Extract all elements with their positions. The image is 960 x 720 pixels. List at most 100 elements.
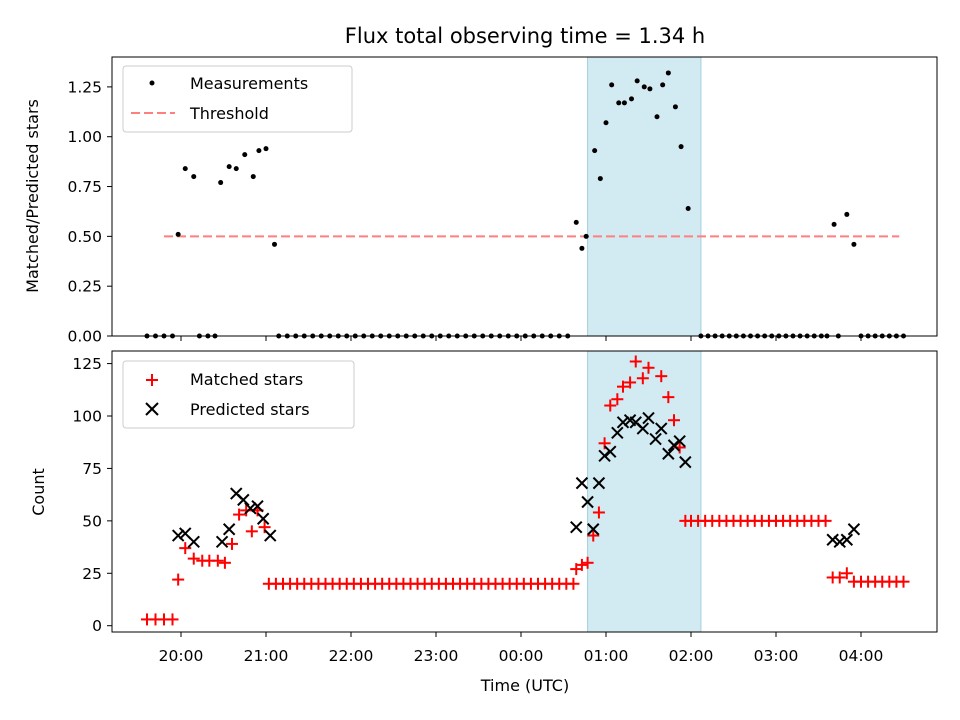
measurement-point [218, 180, 224, 186]
matched-star-point [211, 554, 224, 567]
y-tick-label: 100 [72, 408, 102, 426]
predicted-star-point [826, 533, 839, 546]
matched-star-point [897, 575, 910, 588]
matched-star-point [575, 558, 588, 571]
matched-star-point [587, 529, 600, 542]
legend-predicted-marker [145, 402, 159, 416]
predicted-star-point [642, 411, 655, 425]
measurement-point [621, 100, 627, 106]
measurement-point [256, 148, 262, 154]
matched-star-point [240, 504, 253, 517]
top-shaded-interval [587, 57, 701, 336]
legend-matched-marker [146, 374, 158, 386]
measurement-point [250, 174, 256, 180]
matched-star-point [636, 372, 649, 385]
measurement-point [672, 104, 678, 110]
measurement-point [579, 245, 585, 251]
predicted-star-point [592, 476, 606, 490]
predicted-star-point [847, 523, 861, 536]
measurement-point [272, 241, 277, 247]
measurement-point [175, 231, 181, 237]
predicted-star-point [655, 422, 668, 435]
measurement-point [233, 166, 239, 172]
measurement-point [851, 241, 857, 247]
measurement-point [654, 114, 660, 120]
y-tick-label: 1.00 [67, 128, 102, 146]
matched-star-point [218, 556, 231, 569]
matched-star-point [581, 556, 594, 569]
measurement-point [616, 100, 622, 106]
x-axis-label: Time (UTC) [480, 676, 569, 695]
matched-star-point [642, 361, 655, 374]
measurement-point [592, 148, 598, 154]
predicted-star-point [187, 535, 200, 549]
measurement-point [182, 166, 188, 172]
x-tick-label: 00:00 [499, 647, 544, 665]
measurement-point [263, 146, 269, 152]
matched-star-point [166, 613, 179, 626]
measurement-point [844, 211, 850, 217]
legend-measurements-label: Measurements [190, 74, 308, 93]
matched-star-point [226, 537, 238, 550]
x-tick-label: 20:00 [159, 647, 204, 665]
y-tick-label: 0.00 [67, 328, 102, 346]
measurement-point [641, 84, 647, 90]
predicted-star-point [575, 476, 589, 490]
predicted-star-point [649, 432, 662, 446]
matched-star-point [611, 393, 624, 406]
predicted-star-point [679, 455, 692, 469]
predicted-stars-points [171, 411, 861, 549]
matched-star-point [245, 525, 258, 538]
legend-predicted-label: Predicted stars [190, 400, 310, 419]
matched-star-point [567, 577, 580, 590]
legend-matched-label: Matched stars [190, 370, 303, 389]
predicted-star-point [256, 512, 270, 525]
measurement-point [634, 78, 640, 84]
matched-star-point [819, 514, 832, 527]
predicted-star-point [598, 449, 611, 463]
top-y-axis-label: Matched/Predicted stars [23, 99, 42, 293]
predicted-star-point [604, 445, 617, 458]
matched-star-point [629, 355, 642, 368]
y-tick-label: 75 [82, 460, 102, 478]
top-legend: Measurements Threshold [122, 65, 353, 133]
matched-star-point [624, 376, 637, 389]
measurement-point [609, 82, 615, 88]
x-tick-label: 03:00 [754, 647, 799, 665]
measurement-point [629, 96, 634, 102]
top-chart-title: Flux total observing time = 1.34 h [345, 24, 705, 48]
predicted-star-point [587, 523, 600, 536]
x-tick-label: 22:00 [329, 647, 374, 665]
top-legend-frame [122, 65, 353, 133]
predicted-star-point [570, 520, 583, 534]
x-tick-label: 02:00 [669, 647, 714, 665]
measurement-point [831, 221, 837, 227]
predicted-star-point [833, 535, 846, 549]
predicted-star-point [581, 495, 594, 509]
x-tick-label: 01:00 [584, 647, 629, 665]
top-x-ticks [180, 336, 862, 341]
predicted-star-point [222, 523, 236, 536]
bottom-x-ticks: 20:00 21:00 22:00 23:00 00:00 01:00 02:00 03:00… [159, 632, 883, 665]
y-tick-label: 125 [72, 355, 102, 373]
y-tick-label: 0.25 [67, 278, 102, 296]
predicted-star-point [611, 426, 624, 439]
measurement-point [597, 176, 603, 182]
predicted-star-point [667, 439, 681, 452]
matched-star-point [655, 370, 668, 383]
measurement-point [573, 219, 579, 225]
matched-stars-points [141, 355, 910, 626]
predicted-star-point [673, 434, 686, 448]
measurement-point [685, 205, 691, 211]
legend-measurements-marker [149, 80, 155, 86]
measurement-point [583, 233, 589, 239]
predicted-star-point [215, 535, 229, 549]
measurement-point [665, 70, 671, 76]
bottom-shaded-interval [587, 351, 701, 632]
bottom-plot-frame [111, 350, 938, 633]
bottom-legend: Matched stars Predicted stars [122, 360, 355, 429]
predicted-star-point [264, 529, 277, 542]
predicted-star-point [171, 529, 185, 542]
measurement-point [226, 164, 232, 170]
